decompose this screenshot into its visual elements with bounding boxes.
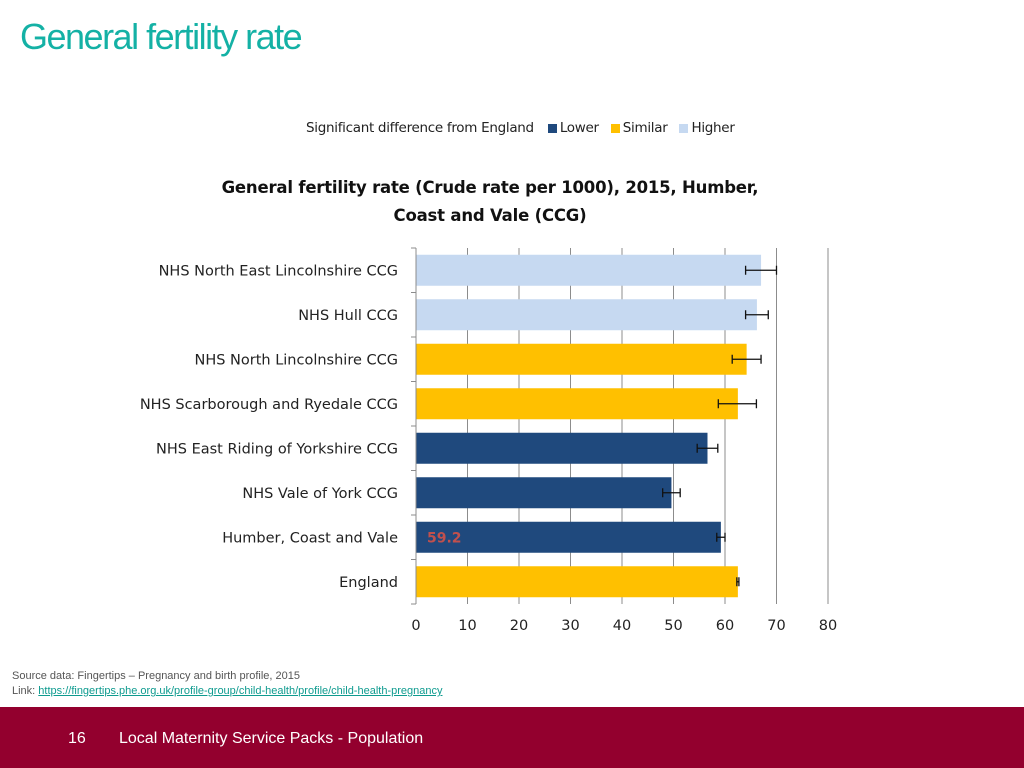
- category-label: NHS North Lincolnshire CCG: [194, 352, 398, 368]
- footer-text: Local Maternity Service Packs - Populati…: [119, 730, 424, 747]
- legend-item-similar: Similar: [610, 120, 668, 136]
- source-link[interactable]: https://fingertips.phe.org.uk/profile-gr…: [38, 685, 443, 697]
- legend-item-label: Similar: [622, 120, 668, 136]
- category-label: NHS Vale of York CCG: [242, 486, 398, 502]
- legend-label: Significant difference from England: [306, 120, 534, 136]
- x-tick-label: 20: [510, 618, 528, 634]
- legend-item-label: Higher: [691, 120, 735, 136]
- x-tick-label: 70: [767, 618, 785, 634]
- legend-swatch-higher: [679, 123, 689, 133]
- chart-legend: Significant difference from England Lowe…: [306, 120, 747, 136]
- slide-title: General fertility rate: [20, 16, 303, 57]
- legend-swatch-similar: [610, 123, 620, 133]
- source-line: Source data: Fingertips – Pregnancy and …: [12, 670, 301, 682]
- x-tick-label: 60: [716, 618, 734, 634]
- category-label: NHS North East Lincolnshire CCG: [159, 263, 398, 279]
- x-tick-label: 30: [561, 618, 579, 634]
- chart-title: General fertility rate (Crude rate per 1…: [200, 174, 780, 230]
- bar: [416, 521, 721, 553]
- x-tick-label: 80: [819, 618, 837, 634]
- x-tick-label: 50: [664, 618, 682, 634]
- chart-title-line: Coast and Vale (CCG): [393, 206, 587, 225]
- category-label: England: [339, 575, 398, 591]
- legend-item-lower: Lower: [547, 120, 599, 136]
- category-label: NHS Scarborough and Ryedale CCG: [140, 397, 398, 413]
- bar: [416, 299, 757, 331]
- legend-item-higher: Higher: [679, 120, 735, 136]
- category-label: Humber, Coast and Vale: [222, 530, 398, 546]
- data-label: 59.2: [427, 530, 462, 546]
- x-tick-label: 10: [458, 618, 476, 634]
- legend-swatch-lower: [547, 123, 557, 133]
- category-label: NHS East Riding of Yorkshire CCG: [156, 441, 398, 457]
- bar: [416, 343, 747, 375]
- legend-item-label: Lower: [559, 120, 599, 136]
- source-note: Source data: Fingertips – Pregnancy and …: [12, 669, 442, 699]
- bar: [416, 477, 672, 509]
- link-prefix: Link:: [12, 685, 39, 697]
- page-number: 16: [68, 730, 86, 747]
- source-link-line: Link: https://fingertips.phe.org.uk/prof…: [12, 684, 442, 699]
- bar-chart: NHS North East Lincolnshire CCG NHS Hull …: [140, 247, 837, 634]
- bar: [416, 254, 762, 286]
- category-label: NHS Hull CCG: [298, 308, 398, 324]
- footer-bar: 16 Local Maternity Service Packs - Popul…: [0, 707, 1024, 768]
- chart-title-line: General fertility rate (Crude rate per 1…: [221, 178, 759, 197]
- bar: [416, 566, 738, 598]
- x-tick-label: 0: [411, 618, 420, 634]
- x-tick-label: 40: [613, 618, 631, 634]
- bar: [416, 432, 708, 464]
- bar: [416, 388, 738, 420]
